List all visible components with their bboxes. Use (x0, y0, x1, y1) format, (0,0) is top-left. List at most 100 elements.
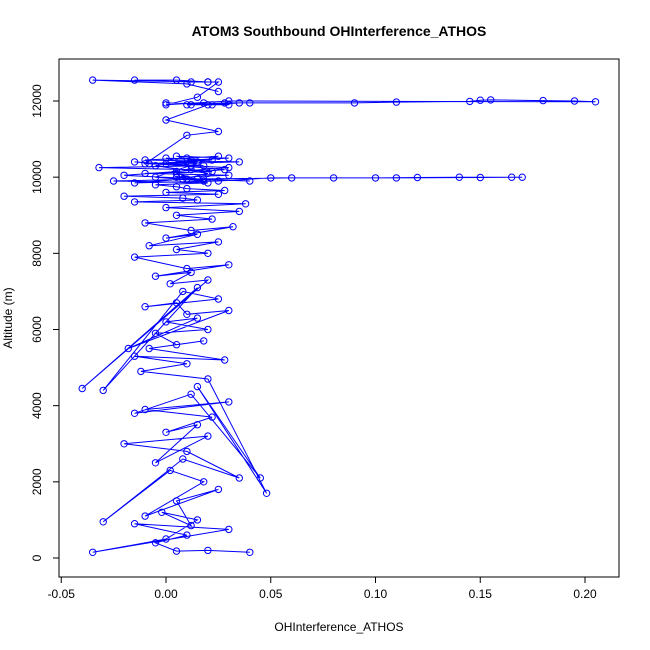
data-point (183, 101, 191, 109)
data-point (151, 272, 160, 280)
data-point (187, 101, 195, 109)
data-point (214, 177, 223, 185)
data-point (288, 174, 296, 182)
data-point (208, 413, 216, 421)
data-point (204, 276, 212, 284)
data-point (204, 169, 212, 178)
data-point (162, 154, 170, 162)
data-point (262, 489, 271, 497)
data-point (187, 165, 195, 174)
data-point (187, 268, 195, 277)
data-point (392, 174, 401, 182)
data-point (172, 211, 181, 220)
data-point (221, 356, 229, 364)
data-point (141, 303, 149, 311)
data-point (187, 390, 195, 398)
data-point (141, 512, 149, 520)
data-point (172, 245, 181, 254)
data-point (130, 198, 139, 206)
data-point (166, 466, 174, 475)
data-point (225, 398, 233, 406)
data-point (225, 97, 233, 105)
data-point (183, 531, 191, 539)
data-point (187, 521, 195, 530)
data-point (193, 314, 202, 322)
data-point (141, 160, 149, 168)
data-point (151, 181, 160, 189)
data-point (151, 173, 160, 181)
data-point (193, 196, 202, 204)
data-point (179, 194, 187, 202)
data-point (193, 230, 202, 239)
data-point (214, 485, 223, 494)
data-point (200, 478, 208, 486)
data-point (172, 299, 181, 307)
data-point (235, 99, 244, 107)
data-point (476, 173, 484, 182)
data-point (193, 516, 202, 524)
data-point (141, 219, 149, 227)
data-point (95, 163, 103, 172)
chart-title: ATOM3 Southbound OHInterference_ATHOS (192, 23, 487, 39)
data-point (225, 101, 233, 109)
data-point (162, 160, 170, 168)
x-tick-label: 0.20 (573, 587, 597, 601)
data-point (166, 280, 174, 288)
data-point (179, 287, 187, 296)
data-point (172, 341, 181, 349)
data-point (172, 152, 181, 160)
data-point (151, 329, 160, 337)
data-point (120, 192, 128, 200)
data-point (413, 173, 422, 182)
data-point (476, 96, 484, 104)
data-point (200, 175, 208, 183)
data-point (214, 190, 223, 199)
x-axis: -0.05 0.00 0.05 0.10 0.15 0.20 (48, 576, 597, 601)
data-point (225, 525, 233, 534)
data-point (518, 173, 526, 181)
data-point (392, 98, 401, 106)
data-point (162, 99, 170, 107)
data-point (151, 162, 160, 170)
data-point (172, 169, 181, 178)
data-point (241, 200, 250, 208)
y-tick-label: 4000 (30, 392, 44, 419)
x-tick-label: 0.00 (154, 587, 178, 601)
x-tick-label: 0.10 (364, 587, 388, 601)
data-point (193, 283, 202, 292)
data-point (137, 367, 145, 376)
data-point (204, 432, 212, 440)
data-point (172, 497, 181, 505)
data-point (130, 253, 139, 261)
data-point (256, 474, 264, 482)
data-point (130, 158, 139, 166)
y-tick-label: 8000 (30, 240, 44, 267)
data-point (172, 547, 181, 555)
data-point (162, 428, 170, 436)
data-point (183, 264, 191, 273)
data-point (204, 78, 212, 86)
series-lines (81, 79, 596, 553)
data-point (246, 177, 254, 185)
x-axis-label: OHInterference_ATHOS (274, 620, 403, 634)
data-point (145, 242, 153, 250)
data-point (221, 99, 229, 107)
data-point (508, 173, 516, 181)
data-point (225, 261, 233, 269)
data-point (130, 352, 139, 360)
data-point (214, 127, 223, 136)
data-point (229, 223, 237, 231)
data-point (487, 96, 495, 104)
data-point (225, 163, 233, 172)
y-axis-label: Altitude (m) (1, 287, 15, 348)
data-point (172, 167, 181, 176)
data-point (141, 156, 149, 164)
data-point (109, 177, 118, 185)
data-point (162, 234, 170, 242)
data-point (193, 421, 202, 429)
data-point (120, 171, 128, 180)
data-point (130, 520, 139, 528)
data-point (208, 101, 216, 109)
data-point (183, 154, 191, 162)
data-point (200, 177, 208, 185)
